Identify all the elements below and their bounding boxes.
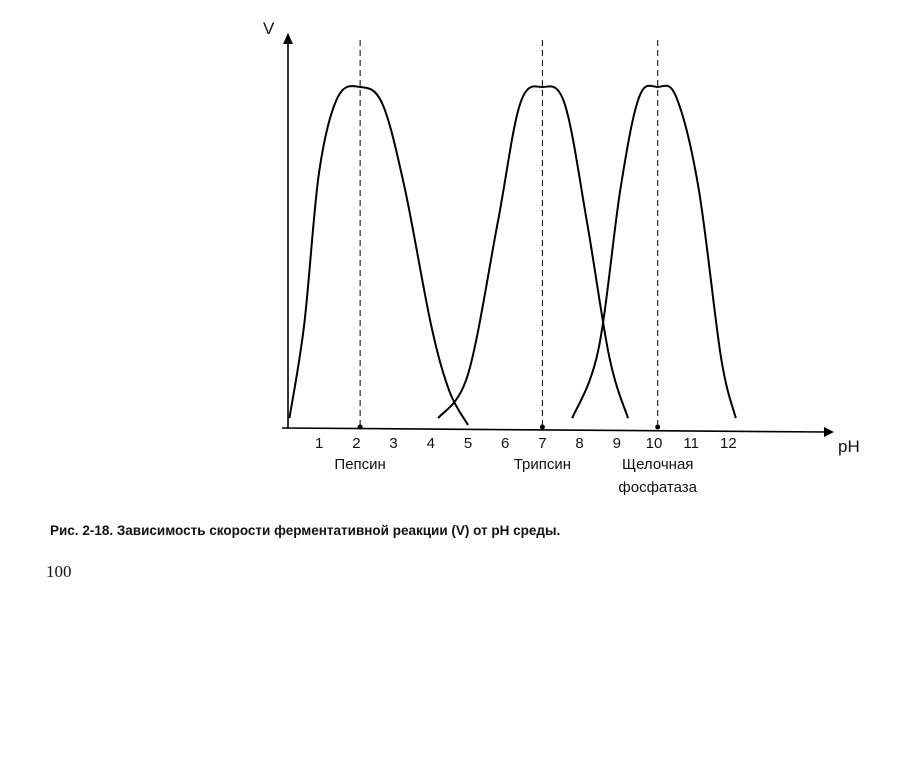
series-curve-2 — [437, 85, 629, 419]
series-label-3: Щелочная — [622, 456, 693, 473]
x-tick-label: 11 — [683, 435, 699, 452]
x-axis-arrow — [824, 427, 834, 437]
x-tick-label: 7 — [538, 435, 546, 452]
series-label-2: Трипсин — [514, 456, 571, 473]
peak-marker-3 — [655, 424, 661, 430]
series-curve-1 — [288, 85, 469, 426]
peak-marker-1 — [357, 424, 363, 430]
peak-marker-2 — [539, 424, 545, 430]
x-axis-label: pH — [838, 437, 860, 456]
y-axis-arrow — [283, 33, 293, 44]
x-tick-label: 3 — [389, 435, 397, 452]
series-curve-3 — [571, 84, 737, 419]
x-tick-label: 6 — [501, 435, 509, 452]
x-tick-label: 10 — [646, 435, 663, 452]
x-tick-label: 1 — [315, 435, 323, 452]
x-tick-label: 5 — [464, 435, 472, 452]
x-tick-label: 4 — [427, 435, 435, 452]
figure-caption: Рис. 2-18. Зависимость скорости фермента… — [50, 523, 561, 538]
series-label-1: Пепсин — [334, 456, 385, 473]
ph-activity-chart: V pH 1 2 3 4 5 6 7 8 9 10 11 12 Пепсин Трипсин Щелочн… — [263, 19, 860, 496]
x-tick-labels: 1 2 3 4 5 6 7 8 9 10 11 12 — [315, 435, 737, 452]
axes: V pH — [263, 19, 860, 456]
series-labels: Пепсин Трипсин Щелочная фосфатаза — [334, 456, 697, 496]
x-tick-label: 8 — [575, 435, 583, 452]
x-axis — [281, 427, 829, 433]
page-number: 100 — [46, 562, 72, 581]
x-tick-label: 2 — [352, 435, 360, 452]
y-axis-label: V — [263, 19, 275, 38]
x-tick-label: 9 — [613, 435, 621, 452]
series-label-3: фосфатаза — [618, 479, 697, 496]
x-tick-label: 12 — [720, 435, 737, 452]
series-curves — [288, 84, 737, 426]
peak-lines — [357, 40, 661, 430]
